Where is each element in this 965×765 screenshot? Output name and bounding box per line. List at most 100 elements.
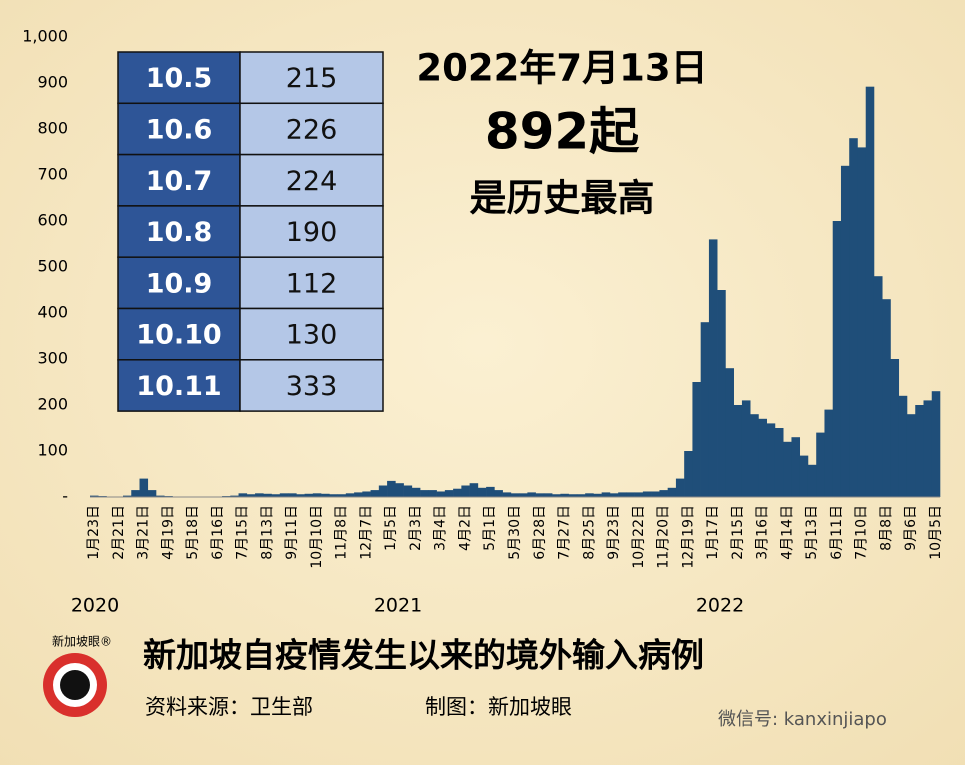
bar — [329, 494, 338, 497]
bar — [906, 414, 916, 497]
bar — [420, 490, 429, 497]
bar — [510, 493, 520, 497]
bar — [304, 493, 314, 497]
year-label: 2020 — [71, 595, 119, 617]
bar — [436, 491, 446, 497]
table-cell — [117, 359, 241, 412]
x-tick-label: 6月16日 — [210, 505, 226, 560]
x-tick-label: 1月23日 — [86, 505, 102, 560]
bar — [395, 483, 404, 497]
bar — [486, 486, 495, 497]
x-tick-label: 4月19日 — [160, 505, 176, 560]
x-tick-label: 3月21日 — [136, 505, 152, 560]
bar — [312, 493, 322, 497]
bar — [362, 491, 371, 497]
bar — [288, 493, 297, 497]
bar — [494, 490, 503, 497]
table-date: 10.9 — [146, 268, 213, 299]
bar — [255, 493, 264, 497]
annotation: 2022年7月13日 — [416, 47, 707, 90]
table-date: 10.10 — [136, 320, 221, 351]
bar — [692, 382, 701, 497]
bar — [642, 491, 652, 497]
x-tick-label: 3月16日 — [755, 505, 771, 560]
table: 10.5 215 10.6 226 10.7 224 10.8 190 10.9 112 10.10… — [117, 51, 384, 412]
year-label: 2021 — [374, 595, 422, 617]
annotation: 892起 — [485, 103, 640, 161]
bar — [123, 495, 132, 497]
table-date: 10.8 — [146, 217, 213, 248]
bar — [387, 480, 396, 497]
x-tick-label: 7月15日 — [235, 505, 251, 560]
x-tick-label: 10月5日 — [928, 505, 944, 560]
table-value: 112 — [286, 268, 338, 299]
logo: 新加坡眼® — [43, 634, 112, 717]
table-value: 215 — [286, 63, 338, 94]
table-value: 190 — [286, 217, 338, 248]
bar — [428, 490, 437, 497]
table-date: 10.7 — [146, 166, 213, 197]
bar — [923, 400, 933, 497]
x-tick-label: 1月5日 — [383, 505, 399, 551]
x-tick-label: 11月20日 — [656, 505, 672, 569]
x-tick-label: 3月4日 — [433, 505, 449, 551]
bar — [411, 487, 421, 497]
y-tick-label: 300 — [37, 349, 68, 368]
credit: 制图：新加坡眼 — [425, 695, 572, 719]
bar — [708, 239, 718, 497]
bar — [453, 488, 462, 497]
bar — [609, 493, 619, 497]
bar — [469, 483, 479, 497]
bar — [651, 491, 660, 497]
y-tick-label: 700 — [37, 165, 68, 184]
bar — [816, 432, 825, 497]
x-tick-label: 7月27日 — [557, 505, 573, 560]
bar — [90, 495, 99, 497]
bar — [477, 487, 487, 497]
table-value: 224 — [286, 166, 338, 197]
bar — [601, 492, 611, 497]
bar — [717, 290, 726, 497]
y-tick-label: - — [62, 487, 68, 506]
bar — [543, 493, 553, 497]
year-label: 2022 — [696, 595, 744, 617]
x-tick-label: 5月30日 — [507, 505, 523, 560]
bar — [898, 395, 908, 497]
bar — [378, 485, 388, 497]
bar — [370, 490, 380, 497]
table-date: 10.5 — [146, 63, 213, 94]
plot: - 100 200 300 400 500 600 700 800 900 1,000 1月23日 2月… — [22, 27, 944, 569]
bar — [337, 494, 347, 497]
bar — [915, 405, 924, 497]
bar — [461, 485, 470, 497]
bar — [519, 493, 528, 497]
watermark: 微信号: kanxinjiapo — [718, 709, 887, 730]
bar — [840, 165, 850, 498]
bar — [849, 138, 858, 497]
x-tick-label: 1月17日 — [705, 505, 721, 560]
bar — [684, 451, 693, 497]
y-tick-label: 100 — [37, 441, 68, 460]
bar — [345, 493, 355, 497]
bar — [733, 405, 743, 497]
x-tick-label: 8月25日 — [581, 505, 597, 560]
bar — [783, 441, 792, 497]
x-tick-label: 6月28日 — [532, 505, 548, 560]
bar — [576, 494, 586, 497]
y-tick-label: 400 — [37, 303, 68, 322]
annotation: 是历史最高 — [470, 177, 655, 220]
bar — [147, 490, 157, 497]
bar — [882, 299, 891, 497]
x-tick-label: 9月23日 — [606, 505, 622, 560]
bar — [750, 414, 759, 497]
y-tick-label: 200 — [37, 395, 68, 414]
bar — [552, 494, 561, 497]
logo-text: 新加坡眼® — [52, 634, 112, 649]
bar — [271, 494, 281, 497]
x-tick-label: 4月2日 — [457, 505, 473, 551]
x-tick-label: 10月22日 — [631, 505, 647, 569]
bar — [230, 495, 239, 497]
bar — [238, 493, 248, 497]
table-cell — [239, 359, 384, 412]
y-tick-label: 800 — [37, 119, 68, 138]
